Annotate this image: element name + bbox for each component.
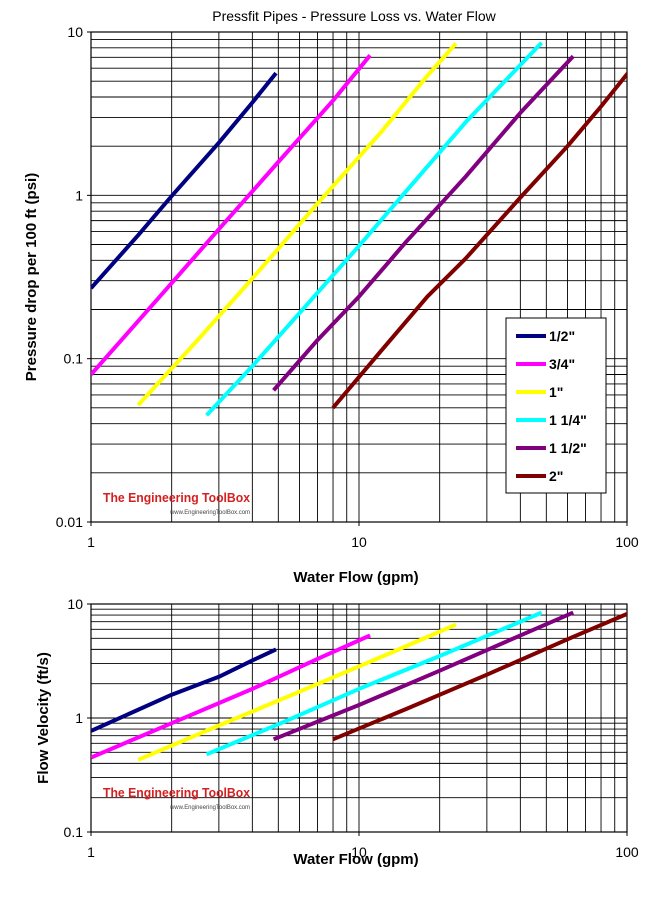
legend-box <box>505 317 607 494</box>
y-tick-label: 10 <box>67 596 83 612</box>
series-line-2 <box>91 54 372 376</box>
series-line-4 <box>205 610 543 757</box>
watermark-logo-text: The Engineering ToolBox <box>103 490 251 505</box>
legend-label-2: 3/4" <box>549 356 575 372</box>
y-tick-label: 1 <box>75 710 83 726</box>
legend-label-1: 1/2" <box>549 328 575 344</box>
x-tick-label: 100 <box>615 534 639 550</box>
legend: 1/2" 3/4" 1" 1 1/4" 1 1/2" 2" <box>505 317 607 494</box>
y-tick-label: 0.1 <box>64 351 84 367</box>
series-group <box>91 610 627 762</box>
x-axis-label: Water Flow (gpm) <box>293 569 418 586</box>
legend-label-6: 2" <box>549 468 563 484</box>
x-tick-label: 100 <box>615 844 639 860</box>
x-tick-label: 10 <box>351 844 367 860</box>
series-line-5 <box>272 610 574 742</box>
chart-title: Pressfit Pipes - Pressure Loss vs. Water… <box>212 8 496 24</box>
x-tick-label: 1 <box>87 844 95 860</box>
chart-1: 0.01 0.1 1 10 1 10 100 The Engineering ToolBox w… <box>23 8 639 586</box>
series-line-1 <box>91 647 277 733</box>
grid <box>91 604 627 832</box>
y-axis-label: Flow Velocity (ft/s) <box>35 652 52 784</box>
series-line-3 <box>136 42 458 407</box>
watermark-logo-text: The Engineering ToolBox <box>103 785 251 800</box>
series-line-6 <box>332 611 627 742</box>
series-line-2 <box>91 633 371 760</box>
series-line-6 <box>331 70 627 410</box>
y-tick-label: 10 <box>67 24 83 40</box>
x-tick-label: 10 <box>351 534 367 550</box>
series-line-4 <box>205 41 544 417</box>
series-line-1 <box>91 71 278 290</box>
x-axis-label: Water Flow (gpm) <box>293 851 418 868</box>
legend-label-5: 1 1/2" <box>549 440 587 456</box>
y-tick-label: 0.1 <box>64 824 84 840</box>
watermark-url: www.EngineeringToolBox.com <box>169 805 250 811</box>
series-line-5 <box>272 54 575 392</box>
x-tick-label: 1 <box>87 534 95 550</box>
y-tick-label: 0.01 <box>56 514 83 530</box>
series-group <box>91 41 627 417</box>
legend-label-4: 1 1/4" <box>549 412 587 428</box>
series-line-3 <box>137 622 457 762</box>
y-tick-label: 1 <box>75 187 83 203</box>
y-axis-label: Pressure drop per 100 ft (psi) <box>23 173 40 381</box>
legend-label-3: 1" <box>549 384 563 400</box>
watermark-url: www.EngineeringToolBox.com <box>169 510 250 516</box>
